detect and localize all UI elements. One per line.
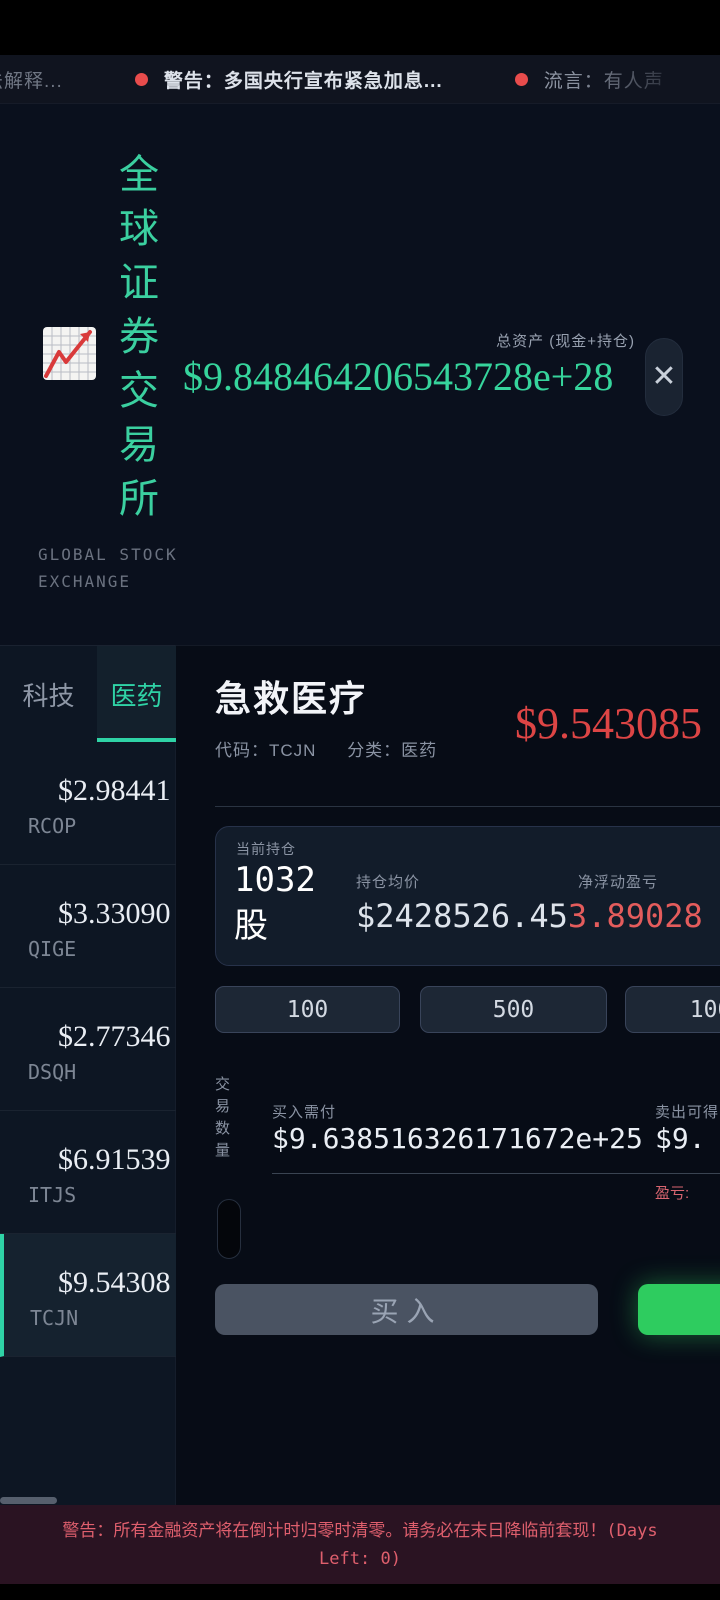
tab-label: 医药 xyxy=(110,681,163,711)
active-tab-underline xyxy=(97,738,176,742)
stock-code: DSQH xyxy=(28,1060,77,1084)
current-price: $9.543085 xyxy=(515,699,702,748)
qty-button-label: 100 xyxy=(286,996,329,1023)
trade-pnl-label: 盈亏: xyxy=(655,1185,690,1202)
position-card: 当前持仓 1032 股 持仓均价 净浮动盈亏 $2428526.453.8902… xyxy=(215,826,720,966)
stock-category-label: 分类：医药 xyxy=(347,741,438,760)
buy-button[interactable]: 买入 xyxy=(215,1284,598,1335)
scrollbar-thumb[interactable] xyxy=(0,1497,57,1504)
trade-qty-input[interactable] xyxy=(217,1199,241,1259)
trade-qty-label: 交易数量 xyxy=(215,1076,231,1159)
tab-label: 科技 xyxy=(22,681,75,711)
stock-list-item-tcjn-selected[interactable]: $9.54308 TCJN xyxy=(0,1234,176,1357)
underline xyxy=(272,1173,655,1174)
total-assets-value: $9.848464206543728e+28 xyxy=(183,354,614,399)
close-button[interactable]: ✕ xyxy=(645,338,683,416)
avg-price-value: $2428526.45 xyxy=(356,897,568,935)
underline xyxy=(655,1173,720,1174)
avg-price-label: 持仓均价 xyxy=(356,874,421,891)
stock-code: RCOP xyxy=(28,814,77,838)
stock-price: $3.33090 xyxy=(58,897,171,930)
stock-price: $2.77346 xyxy=(58,1020,171,1053)
brand-title-zh: 全球证券交易所 xyxy=(119,152,159,521)
trade-panel: 急救医疗 代码：TCJN 分类：医药 $9.543085 当前持仓 1032 股… xyxy=(176,645,720,1505)
quick-qty-button-500[interactable]: 500 xyxy=(420,986,607,1033)
ticker-news-item: 流言：有人声 xyxy=(543,70,664,92)
qty-button-label: 500 xyxy=(492,996,535,1023)
ticker-news-item: 警告：多国央行宣布紧急加息... xyxy=(163,70,443,92)
doomsday-warning-text: 警告：所有金融资产将在倒计时归零时清零。请务必在末日降临前套现！(Days Le… xyxy=(62,1520,658,1569)
sell-button[interactable] xyxy=(638,1284,720,1335)
sell-gain-label: 卖出可得 xyxy=(655,1104,720,1121)
quick-qty-button-1000[interactable]: 1000 xyxy=(625,986,720,1033)
stock-list-item-rcop[interactable]: $2.98441 RCOP xyxy=(0,742,176,865)
stock-price: $6.91539 xyxy=(58,1143,171,1176)
position-values: $2428526.453.89028 xyxy=(356,897,703,935)
stock-list: $2.98441 RCOP $3.33090 QIGE $2.77346 DSQ… xyxy=(0,742,176,1357)
total-assets-label: 总资产 (现金+持仓) xyxy=(496,333,635,350)
stock-list-item-qige[interactable]: $3.33090 QIGE xyxy=(0,865,176,988)
stock-list-item-itjs[interactable]: $6.91539 ITJS xyxy=(0,1111,176,1234)
sell-gain-value: $9. xyxy=(655,1122,706,1155)
tab-medical[interactable]: 医药 xyxy=(97,646,176,742)
news-ticker: 法解释... 警告：多国央行宣布紧急加息... 流言：有人声 xyxy=(0,55,720,104)
stock-price: $9.54308 xyxy=(58,1266,171,1299)
stock-code: QIGE xyxy=(28,937,77,961)
stock-code-label: 代码：TCJN xyxy=(215,741,317,760)
position-label: 当前持仓 xyxy=(236,841,296,857)
close-icon: ✕ xyxy=(651,360,677,393)
floating-pnl-value: 3.89028 xyxy=(567,897,703,935)
stock-code: ITJS xyxy=(28,1183,77,1207)
ticker-news-item: 法解释... xyxy=(0,70,63,92)
buy-cost-label: 买入需付 xyxy=(272,1104,337,1121)
tab-tech[interactable]: 科技 xyxy=(0,646,97,742)
stock-name-title: 急救医疗 xyxy=(215,679,368,719)
doomsday-warning-bar: 警告：所有金融资产将在倒计时归零时清零。请务必在末日降临前套现！(Days Le… xyxy=(0,1505,720,1584)
floating-pnl-label: 净浮动盈亏 xyxy=(578,874,659,891)
stock-meta: 代码：TCJN 分类：医药 xyxy=(215,736,463,761)
stock-price: $2.98441 xyxy=(58,774,171,807)
position-shares: 1032 股 xyxy=(234,860,316,946)
header: 全球证券交易所 GLOBAL STOCK EXCHANGE 总资产 (现金+持仓… xyxy=(0,104,720,645)
sidebar: 科技 医药 $2.98441 RCOP $3.33090 QIGE $2.773… xyxy=(0,645,176,1505)
chart-increasing-icon xyxy=(43,327,96,380)
buy-cost-value: $9.638516326171672e+25 xyxy=(272,1122,643,1155)
stock-code: TCJN xyxy=(30,1306,79,1330)
stock-list-item-dsqh[interactable]: $2.77346 DSQH xyxy=(0,988,176,1111)
brand-title-en: GLOBAL STOCK EXCHANGE xyxy=(38,545,178,591)
red-dot-icon xyxy=(514,72,528,86)
divider xyxy=(215,806,720,807)
red-dot-icon xyxy=(134,72,148,86)
qty-button-label: 1000 xyxy=(689,996,720,1023)
quick-qty-button-100[interactable]: 100 xyxy=(215,986,400,1033)
